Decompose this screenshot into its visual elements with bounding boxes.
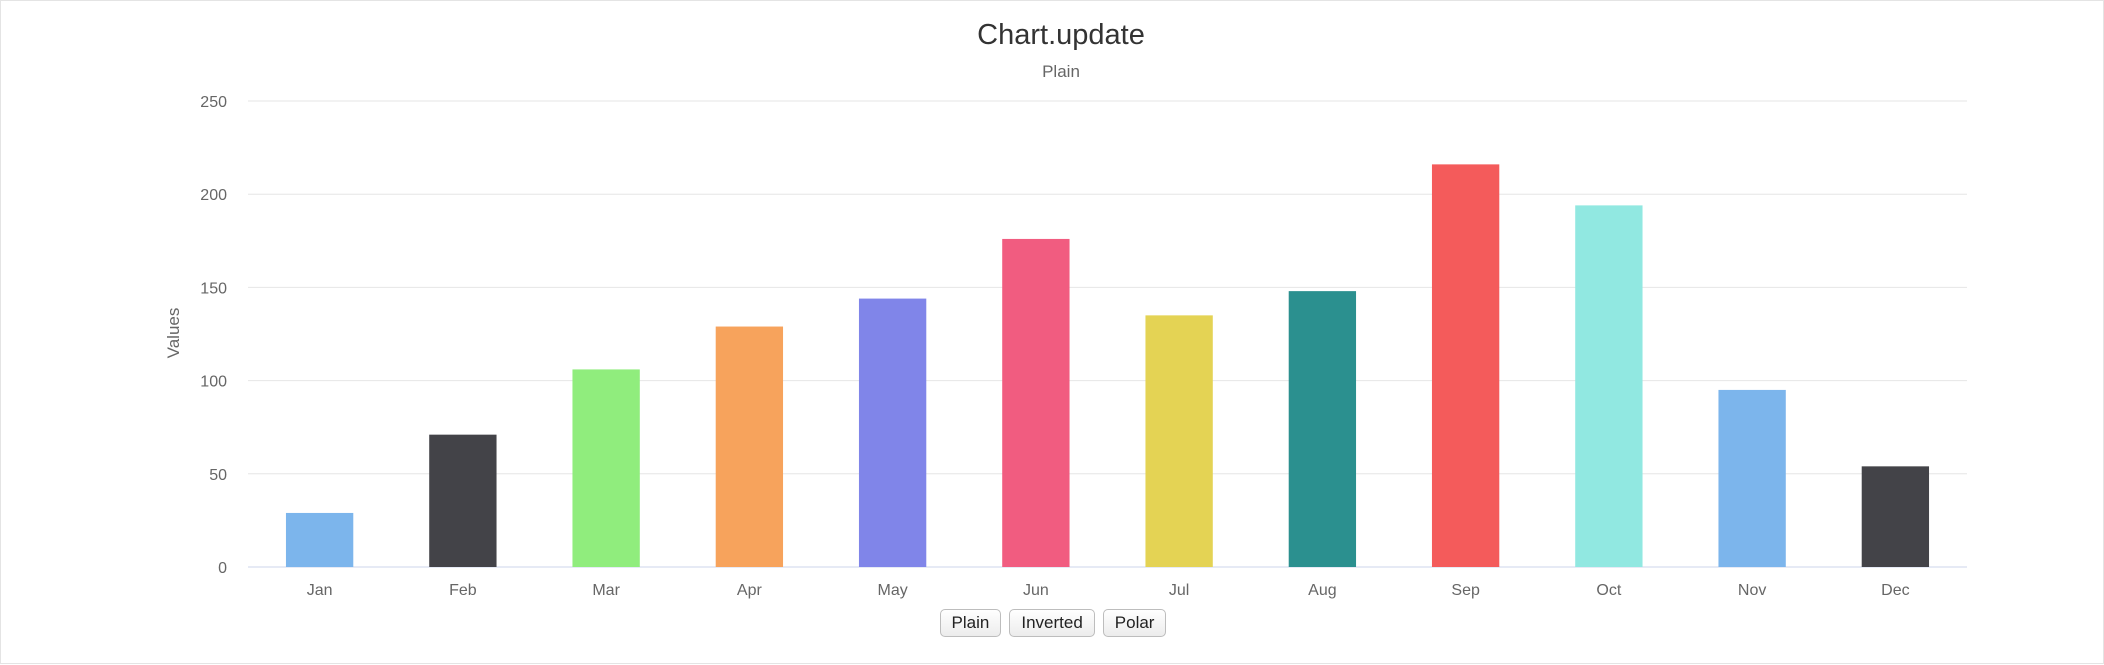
y-tick-label: 100 (200, 374, 227, 391)
bar-apr[interactable] (715, 326, 784, 567)
bar-sep[interactable] (1431, 164, 1500, 567)
x-tick-label: Nov (1738, 582, 1766, 599)
inverted-button[interactable]: Inverted (1009, 609, 1095, 637)
x-tick-label: Oct (1596, 582, 1621, 599)
x-tick-label: Jan (307, 582, 333, 599)
bar-aug[interactable] (1288, 291, 1357, 567)
x-tick-label: Mar (592, 582, 620, 599)
y-axis-label: Values (164, 308, 183, 359)
x-axis-ticks: Jan Feb Mar Apr May Jun Jul Aug Sep Oct Nov Dec (307, 582, 1910, 599)
gridlines (248, 100, 1967, 568)
y-tick-label: 50 (209, 467, 227, 484)
y-axis-ticks: 0 50 100 150 200 250 (200, 94, 227, 577)
bar-feb[interactable] (429, 434, 497, 567)
bar-oct[interactable] (1575, 205, 1643, 567)
y-tick-label: 150 (200, 280, 227, 297)
polar-button[interactable]: Polar (1102, 609, 1167, 637)
chart-subtitle: Plain (1042, 62, 1080, 81)
bar-jul[interactable] (1145, 315, 1213, 567)
bar-jun[interactable] (1002, 238, 1070, 567)
y-tick-label: 0 (218, 560, 227, 577)
chart-type-controls: Plain Inverted Polar (1, 609, 2104, 637)
bar-series (285, 164, 1930, 567)
bar-jan[interactable] (285, 512, 354, 567)
x-tick-label: Sep (1451, 582, 1480, 599)
bar-dec[interactable] (1861, 466, 1930, 567)
bar-may[interactable] (858, 298, 927, 567)
y-tick-label: 250 (200, 94, 227, 111)
chart-title: Chart.update (977, 19, 1145, 51)
plain-button[interactable]: Plain (939, 609, 1002, 637)
bar-mar[interactable] (572, 369, 640, 567)
y-tick-label: 200 (200, 187, 227, 204)
x-tick-label: Dec (1881, 582, 1909, 599)
x-tick-label: Aug (1308, 582, 1336, 599)
x-tick-label: Jun (1023, 582, 1049, 599)
x-tick-label: May (878, 582, 908, 599)
x-tick-label: Feb (449, 582, 477, 599)
bar-nov[interactable] (1718, 389, 1786, 567)
x-tick-label: Jul (1169, 582, 1189, 599)
x-tick-label: Apr (737, 582, 763, 599)
